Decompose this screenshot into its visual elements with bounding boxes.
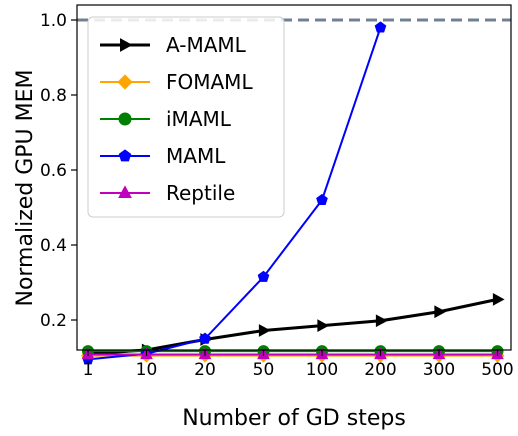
legend-item-imaml: iMAML xyxy=(100,107,232,131)
x-axis-title: Number of GD steps xyxy=(182,406,406,431)
axes-group xyxy=(76,4,512,351)
data-point-a-maml-4 xyxy=(258,324,271,337)
legend-marker-fomaml xyxy=(117,74,133,90)
legend: A-MAML FOMAML iMAML MAML Reptile xyxy=(87,16,285,218)
data-point-maml-5 xyxy=(316,193,328,205)
x-tick-label: 500 xyxy=(481,360,513,380)
legend-label: Reptile xyxy=(166,181,235,205)
data-point-a-maml-7 xyxy=(434,305,447,319)
series-line-a-maml xyxy=(87,297,498,356)
legend-marker-maml xyxy=(118,149,132,162)
legend-box xyxy=(87,16,285,218)
data-point-maml-4 xyxy=(257,270,270,282)
legend-item-a-maml: A-MAML xyxy=(100,33,247,57)
legend-label: iMAML xyxy=(166,107,232,131)
y-tick-label: 0.6 xyxy=(40,161,67,181)
data-point-a-maml-6 xyxy=(375,314,388,328)
legend-marker-a-maml xyxy=(120,38,133,52)
x-ticks: 1 10 20 50 100 200 300 500 xyxy=(83,350,514,380)
legend-marker-reptile xyxy=(118,185,132,198)
x-tick-label: 300 xyxy=(423,360,455,380)
legend-item-maml: MAML xyxy=(100,144,226,168)
data-point-a-maml-8 xyxy=(492,293,505,306)
y-tick-label: 0.2 xyxy=(40,311,67,331)
x-tick-label: 100 xyxy=(306,360,338,380)
legend-label: FOMAML xyxy=(166,70,253,94)
x-tick-label: 10 xyxy=(136,360,158,380)
y-ticks: 0.2 0.4 0.6 0.8 1.0 xyxy=(40,11,77,331)
data-point-a-maml-5 xyxy=(317,319,330,332)
y-tick-label: 0.4 xyxy=(40,236,67,256)
legend-item-fomaml: FOMAML xyxy=(100,70,253,94)
x-tick-label: 20 xyxy=(194,360,216,380)
legend-item-reptile: Reptile xyxy=(100,181,235,205)
x-tick-label: 200 xyxy=(364,360,396,380)
legend-label: MAML xyxy=(166,144,226,168)
y-tick-label: 0.8 xyxy=(40,86,67,106)
legend-marker-imaml xyxy=(118,112,132,126)
data-point-maml-6 xyxy=(374,21,387,33)
data-point-maml-3 xyxy=(199,332,211,344)
y-axis-title: Normalized GPU MEM xyxy=(13,69,38,306)
y-tick-label: 1.0 xyxy=(40,11,67,31)
x-tick-label: 1 xyxy=(83,360,94,380)
x-tick-label: 50 xyxy=(253,360,275,380)
plot-frame xyxy=(76,4,512,351)
legend-label: A-MAML xyxy=(166,33,247,57)
